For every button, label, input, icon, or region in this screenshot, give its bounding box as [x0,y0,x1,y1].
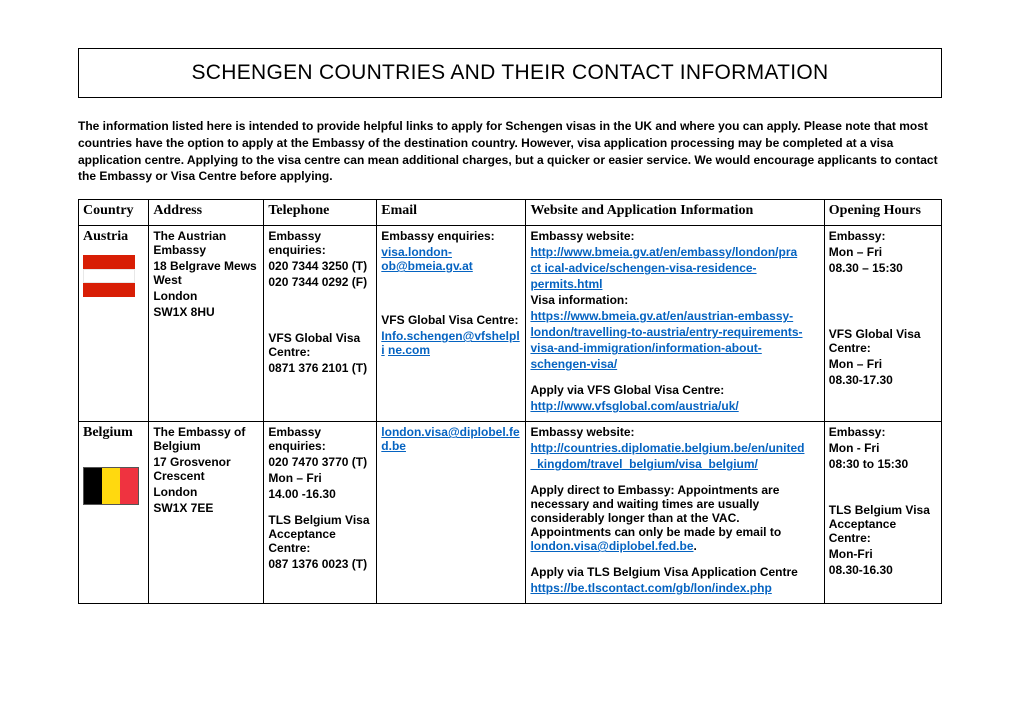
web-text: Apply direct to Embassy: Appointments ar… [530,483,781,539]
cell-hours: Embassy: Mon – Fri 08.30 – 15:30 VFS Glo… [824,226,941,422]
col-country: Country [79,200,149,226]
web-link[interactable]: permits.html [530,277,602,291]
cell-website: Embassy website: http://www.bmeia.gv.at/… [526,226,824,422]
tel-line: Mon – Fri [268,471,372,485]
web-label: Embassy website: [530,425,819,439]
web-link[interactable]: ct [530,261,541,275]
web-label: Embassy website: [530,229,819,243]
address-line: The Austrian Embassy [153,229,259,257]
flag-belgium-icon [83,467,139,505]
hours-line: 08.30-17.30 [829,373,937,387]
page-title: SCHENGEN COUNTRIES AND THEIR CONTACT INF… [87,61,933,85]
contact-table: Country Address Telephone Email Website … [78,199,942,604]
tel-number: 020 7470 3770 (T) [268,455,372,469]
hours-line: 08.30 – 15:30 [829,261,937,275]
tel-label: Embassy enquiries: [268,425,372,453]
hours-label: TLS Belgium Visa Acceptance Centre: [829,503,937,545]
tel-number: 020 7344 3250 (T) [268,259,372,273]
cell-telephone: Embassy enquiries: 020 7470 3770 (T) Mon… [264,422,377,604]
country-name: Belgium [83,425,144,441]
tel-label: VFS Global Visa Centre: [268,331,372,359]
col-address: Address [149,200,264,226]
web-link[interactable]: _kingdom/travel_belgium/visa_belgium/ [530,457,757,471]
web-link[interactable]: london/travelling-to-austria/entry-requi… [530,325,802,339]
table-row: Austria The Austrian Embassy 18 Belgrave… [79,226,942,422]
hours-line: Mon-Fri [829,547,937,561]
flag-austria-icon [83,255,135,297]
email-label: Embassy enquiries: [381,229,521,243]
col-website: Website and Application Information [526,200,824,226]
intro-paragraph: The information listed here is intended … [78,118,942,185]
web-link[interactable]: http://www.vfsglobal.com/austria/uk/ [530,399,738,413]
tel-label: Embassy enquiries: [268,229,372,257]
cell-website: Embassy website: http://countries.diplom… [526,422,824,604]
hours-line: Mon - Fri [829,441,937,455]
web-text: . [694,539,697,553]
web-link[interactable]: schengen-visa/ [530,357,617,371]
hours-label: Embassy: [829,425,937,439]
cell-hours: Embassy: Mon - Fri 08:30 to 15:30 TLS Be… [824,422,941,604]
address-line: The Embassy of Belgium [153,425,259,453]
email-link[interactable]: london.visa@diplobel.fe [381,425,519,439]
hours-line: Mon – Fri [829,245,937,259]
table-row: Belgium The Embassy of Belgium 17 Grosve… [79,422,942,604]
email-link[interactable]: ob@bmeia.gv.at [381,259,473,273]
col-email: Email [377,200,526,226]
hours-line: 08:30 to 15:30 [829,457,937,471]
cell-address: The Austrian Embassy 18 Belgrave Mews We… [149,226,264,422]
cell-country-belgium: Belgium [79,422,149,604]
cell-address: The Embassy of Belgium 17 Grosvenor Cres… [149,422,264,604]
cell-country-austria: Austria [79,226,149,422]
tel-number: 087 1376 0023 (T) [268,557,372,571]
table-header-row: Country Address Telephone Email Website … [79,200,942,226]
hours-line: 08.30-16.30 [829,563,937,577]
address-line: 17 Grosvenor Crescent [153,455,259,483]
col-telephone: Telephone [264,200,377,226]
web-link[interactable]: https://be.tlscontact.com/gb/lon/index.p… [530,581,771,595]
web-link[interactable]: visa-and-immigration/information-about- [530,341,761,355]
address-line: London [153,485,259,499]
web-label: Visa information: [530,293,819,307]
web-link[interactable]: ical-advice/schengen-visa-residence- [541,261,756,275]
email-link[interactable]: ne.com [388,343,430,357]
hours-label: VFS Global Visa Centre: [829,327,937,355]
email-label: VFS Global Visa Centre: [381,313,521,327]
address-line: London [153,289,259,303]
address-line: SW1X 8HU [153,305,259,319]
web-link[interactable]: https://www.bmeia.gv.at/en/austrian-emba… [530,309,793,323]
cell-email: Embassy enquiries: visa.london- ob@bmeia… [377,226,526,422]
document-page: SCHENGEN COUNTRIES AND THEIR CONTACT INF… [0,0,1020,604]
title-box: SCHENGEN COUNTRIES AND THEIR CONTACT INF… [78,48,942,98]
email-link[interactable]: d.be [381,439,406,453]
tel-label: TLS Belgium Visa Acceptance Centre: [268,513,372,555]
col-hours: Opening Hours [824,200,941,226]
address-line: SW1X 7EE [153,501,259,515]
tel-line: 14.00 -16.30 [268,487,372,501]
web-link[interactable]: http://www.bmeia.gv.at/en/embassy/london… [530,245,797,259]
web-label: Apply via VFS Global Visa Centre: [530,383,819,397]
web-link[interactable]: http://countries.diplomatie.belgium.be/e… [530,441,804,455]
email-link[interactable]: london.visa@diplobel.fed.be [530,539,693,553]
tel-number: 0871 376 2101 (T) [268,361,372,375]
cell-email: london.visa@diplobel.fe d.be [377,422,526,604]
hours-label: Embassy: [829,229,937,243]
email-link[interactable]: visa.london- [381,245,452,259]
web-paragraph: Apply direct to Embassy: Appointments ar… [530,483,819,553]
cell-telephone: Embassy enquiries: 020 7344 3250 (T) 020… [264,226,377,422]
hours-line: Mon – Fri [829,357,937,371]
address-line: 18 Belgrave Mews West [153,259,259,287]
country-name: Austria [83,229,144,245]
tel-number: 020 7344 0292 (F) [268,275,372,289]
web-label: Apply via TLS Belgium Visa Application C… [530,565,819,579]
